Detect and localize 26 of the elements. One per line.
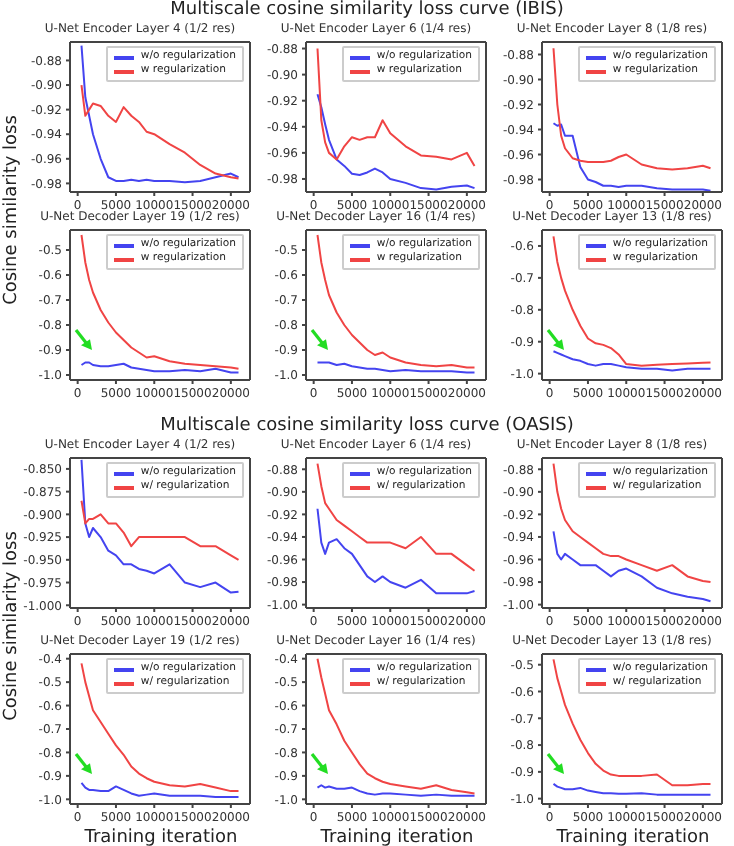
line-series	[552, 122, 712, 192]
line-series	[316, 47, 476, 167]
line-series	[80, 781, 240, 798]
x-axis-title: Training iteration	[554, 828, 712, 846]
line-series	[80, 458, 240, 594]
line-series	[316, 507, 476, 595]
line-series	[552, 462, 712, 584]
x-axis-title: Training iteration	[82, 828, 240, 846]
line-series	[316, 93, 476, 191]
line-series	[316, 462, 476, 572]
line-series	[80, 499, 240, 561]
line-series	[552, 47, 712, 171]
line-series	[316, 657, 476, 795]
y-axis-title: Cosine similarity loss	[2, 531, 22, 721]
line-series	[80, 234, 240, 370]
line-series	[316, 234, 476, 369]
text: Multiscale cosine similarity loss curve (OASIS)	[158, 416, 576, 436]
line-series	[80, 662, 240, 793]
line-series	[80, 44, 240, 184]
text: Multiscale cosine similarity loss curve (IBIS)	[168, 0, 566, 20]
y-axis-title: Cosine similarity loss	[2, 115, 22, 305]
line-series	[552, 235, 712, 367]
x-axis-title: Training iteration	[318, 828, 476, 846]
line-series	[552, 530, 712, 603]
line-series	[552, 658, 712, 787]
line-series	[80, 84, 240, 180]
